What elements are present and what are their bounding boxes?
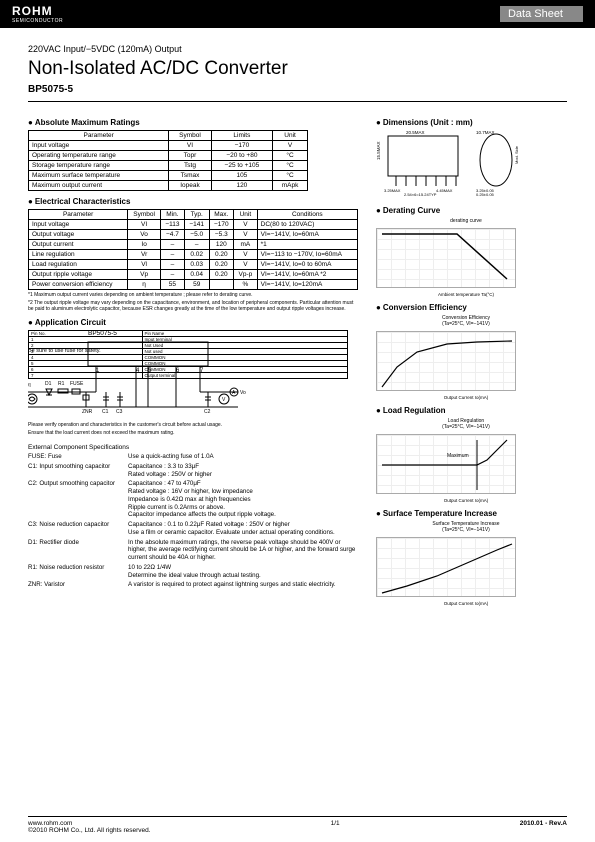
conv-eff-title: Conversion Efficiency (376, 303, 556, 312)
part-number: BP5075-5 (28, 84, 567, 95)
svg-text:C3: C3 (116, 409, 123, 415)
surf-temp-title: Surface Temperature Increase (376, 509, 556, 518)
app-circuit-title: Application Circuit (28, 318, 358, 327)
circuit-warn2: Ensure that the load current does not ex… (28, 430, 358, 436)
svg-text:FUSE: FUSE (70, 381, 84, 387)
load-reg-sub: Load Regulation (Ta=25°C, VI=−141V) (376, 418, 556, 430)
footer-copyright: ©2010 ROHM Co., Ltd. All rights reserved… (28, 827, 151, 834)
load-reg-xlabel: Output Current Io(mA) (376, 498, 556, 503)
surf-temp-chart (376, 537, 516, 597)
elec-note2: *2 The output ripple voltage may vary de… (28, 300, 358, 312)
conv-eff-chart (376, 331, 516, 391)
svg-text:10.7MAX: 10.7MAX (476, 130, 495, 135)
abs-max-table: ParameterSymbolLimitsUnit Input voltageV… (28, 130, 308, 191)
derating-title: Derating Curve (376, 206, 556, 215)
svg-text:R1: R1 (58, 381, 65, 387)
svg-text:3.25MAX: 3.25MAX (384, 188, 401, 193)
brand-logo: ROHM SEMICONDUCTOR (12, 4, 63, 24)
page-title: Non-Isolated AC/DC Converter (28, 58, 567, 80)
svg-text:Vo: Vo (240, 390, 246, 396)
left-column: Absolute Maximum Ratings ParameterSymbol… (28, 112, 358, 606)
subtitle: 220VAC Input/−5VDC (120mA) Output (28, 44, 567, 54)
elec-title: Electrical Characteristics (28, 197, 358, 206)
sheet-label: Data Sheet (500, 6, 583, 22)
divider (28, 101, 567, 102)
conv-eff-sub: Conversion Efficiency (Ta=25°C, VI=−141V… (376, 315, 556, 327)
surf-temp-sub: Surface Temperature Increase (Ta=25°C, V… (376, 521, 556, 533)
svg-text:C2: C2 (204, 409, 211, 415)
svg-text:VI: VI (28, 383, 31, 389)
derating-xlabel: Ambient temperature Ta(°C) (376, 292, 556, 297)
surf-temp-xlabel: Output Current Io(mA) (376, 601, 556, 606)
brand-name: ROHM (12, 4, 53, 18)
svg-text:4.45MAX: 4.45MAX (436, 188, 453, 193)
svg-text:A: A (232, 390, 236, 396)
elec-table: ParameterSymbolMin.Typ.Max.UnitCondition… (28, 209, 358, 290)
right-column: Dimensions (Unit : mm) 20.5MAX 15.5MAX 2… (376, 112, 556, 606)
svg-text:15.5MAX: 15.5MAX (376, 141, 381, 160)
svg-text:2.54×6=15.24TYP: 2.54×6=15.24TYP (404, 192, 437, 197)
svg-text:Mod. Side: Mod. Side (514, 145, 519, 164)
dimensions-diagram: 20.5MAX 15.5MAX 2.54×6=15.24TYP 3.25MAX … (376, 130, 526, 200)
brand-sub: SEMICONDUCTOR (12, 18, 63, 24)
footer-rev: 2010.01 - Rev.A (520, 820, 567, 834)
svg-text:20.5MAX: 20.5MAX (406, 130, 425, 135)
dimensions-title: Dimensions (Unit : mm) (376, 118, 556, 127)
svg-text:D1: D1 (45, 381, 52, 387)
svg-text:V: V (222, 397, 226, 403)
footer-page: 1/1 (331, 820, 340, 834)
footer: www.rohm.com ©2010 ROHM Co., Ltd. All ri… (0, 816, 595, 834)
svg-text:Maximum: Maximum (447, 453, 469, 459)
circuit-warn1: Please verify operation and characterist… (28, 422, 358, 428)
load-reg-title: Load Regulation (376, 406, 556, 415)
ext-spec-list: FUSE: FuseUse a quick-acting fuse of 1.0… (28, 453, 358, 589)
elec-note1: *1 Maximum output current varies dependi… (28, 292, 358, 298)
abs-max-title: Absolute Maximum Ratings (28, 118, 358, 127)
svg-text:ZNR: ZNR (82, 409, 93, 415)
load-reg-chart: Maximum (376, 434, 516, 494)
svg-text:0.25±0.05: 0.25±0.05 (476, 192, 495, 197)
footer-url: www.rohm.com (28, 820, 151, 827)
svg-text:C1: C1 (102, 409, 109, 415)
application-circuit-diagram: BP5075-5 14567 V A (28, 330, 348, 420)
ext-spec-title: External Component Specifications (28, 444, 358, 451)
header-bar: ROHM SEMICONDUCTOR Data Sheet (0, 0, 595, 28)
derating-sub: derating curve (376, 218, 556, 224)
conv-eff-xlabel: Output Current Io(mA) (376, 395, 556, 400)
pin-table: Pin No.Pin Name1Input terminal2Not Used3… (28, 330, 348, 379)
derating-chart (376, 228, 516, 288)
page-body: 220VAC Input/−5VDC (120mA) Output Non-Is… (0, 28, 595, 618)
